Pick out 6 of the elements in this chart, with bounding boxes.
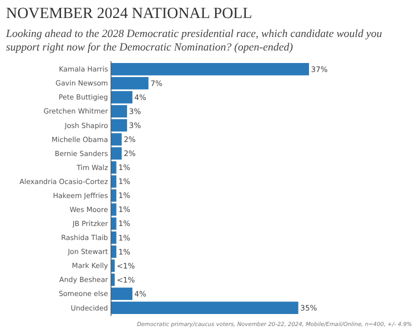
chart-subtitle: Looking ahead to the 2028 Democratic presidential race, which candidate would you support right now for the Democratic Nomination? (open-ended) xyxy=(5,28,382,54)
bar xyxy=(111,175,116,188)
bar xyxy=(111,161,116,174)
bar xyxy=(111,189,116,202)
chart-title: NOVEMBER 2024 NATIONAL POLL xyxy=(6,5,252,22)
bar xyxy=(111,203,116,216)
